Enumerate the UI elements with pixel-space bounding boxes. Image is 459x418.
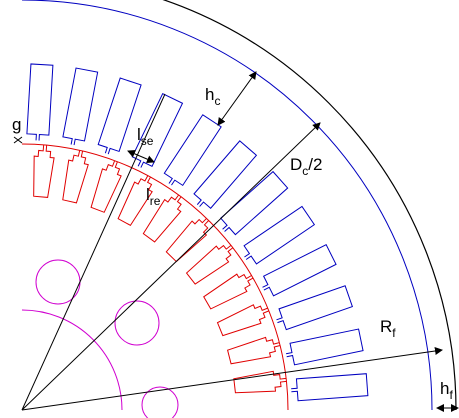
stator-slot — [62, 67, 99, 146]
rotor-slot — [142, 194, 182, 243]
label-g: g — [12, 115, 21, 134]
stator-slot — [97, 77, 142, 155]
rotor-slot-outline — [203, 273, 254, 310]
rotor-slot — [33, 144, 55, 198]
rotor-slot-outline — [62, 150, 89, 204]
shaft-arc — [21, 309, 123, 411]
dc-arrow — [21, 122, 321, 411]
stator-slot — [276, 285, 354, 331]
label-lre: lre — [146, 185, 161, 208]
rotor-slot — [90, 160, 122, 213]
rotor-slot — [216, 304, 270, 337]
rotor-slot-outline — [90, 160, 122, 213]
rotor-arc — [21, 143, 289, 411]
radial-line — [21, 93, 166, 411]
lse-arrow — [127, 150, 155, 163]
rotor-slot — [165, 218, 210, 263]
rf-arrow — [21, 347, 443, 411]
rotor-slot — [203, 273, 254, 310]
label-lse: lse — [137, 125, 154, 148]
stator-slot — [243, 205, 316, 265]
stator-slot-outline — [276, 285, 354, 331]
label-rf: Rf — [380, 317, 396, 340]
stator-slot-outline — [163, 114, 222, 187]
stator-slot-outline — [193, 140, 258, 209]
rotor-slot-outline — [142, 194, 182, 243]
g-mark — [13, 136, 23, 144]
stator-slot — [193, 140, 258, 209]
label-hc: hc — [205, 85, 220, 108]
rotor-slot — [117, 175, 153, 227]
rotor-slot — [185, 244, 234, 285]
stator-slot-outline — [97, 77, 142, 155]
stator-slot-outline — [220, 170, 289, 236]
rotor-slot-outline — [117, 175, 153, 227]
stator-slot — [163, 114, 222, 187]
rotor-slot-outline — [216, 304, 270, 337]
cooling-hole — [114, 300, 160, 346]
rotor-slot-outline — [226, 336, 281, 365]
stator-slot — [220, 170, 289, 236]
stator-slot — [291, 373, 369, 402]
rotor-slot — [62, 150, 89, 204]
frame-arc — [162, 0, 457, 411]
rotor-slot-outline — [185, 244, 234, 285]
stator-slot-outline — [62, 67, 99, 146]
rotor-slot — [226, 336, 281, 365]
stator-slot — [26, 63, 54, 141]
rotor-slot-outline — [233, 370, 287, 394]
stator-slot — [285, 328, 364, 366]
stator-slot-outline — [243, 205, 316, 265]
cooling-hole — [141, 386, 179, 418]
stator-outer-arc — [21, 0, 433, 411]
stator-slot-outline — [262, 244, 337, 297]
rotor-slot-outline — [165, 218, 210, 263]
stator-slot-outline — [26, 63, 54, 141]
label-hf: hf — [440, 379, 453, 402]
stator-slot-outline — [285, 328, 364, 366]
label-dc: Dc/2 — [290, 155, 322, 178]
hc-arrow — [217, 71, 257, 126]
stator-slot — [262, 244, 337, 297]
rotor-slot-outline — [33, 144, 55, 198]
stator-slot-outline — [291, 373, 369, 402]
rotor-slot — [233, 370, 287, 394]
